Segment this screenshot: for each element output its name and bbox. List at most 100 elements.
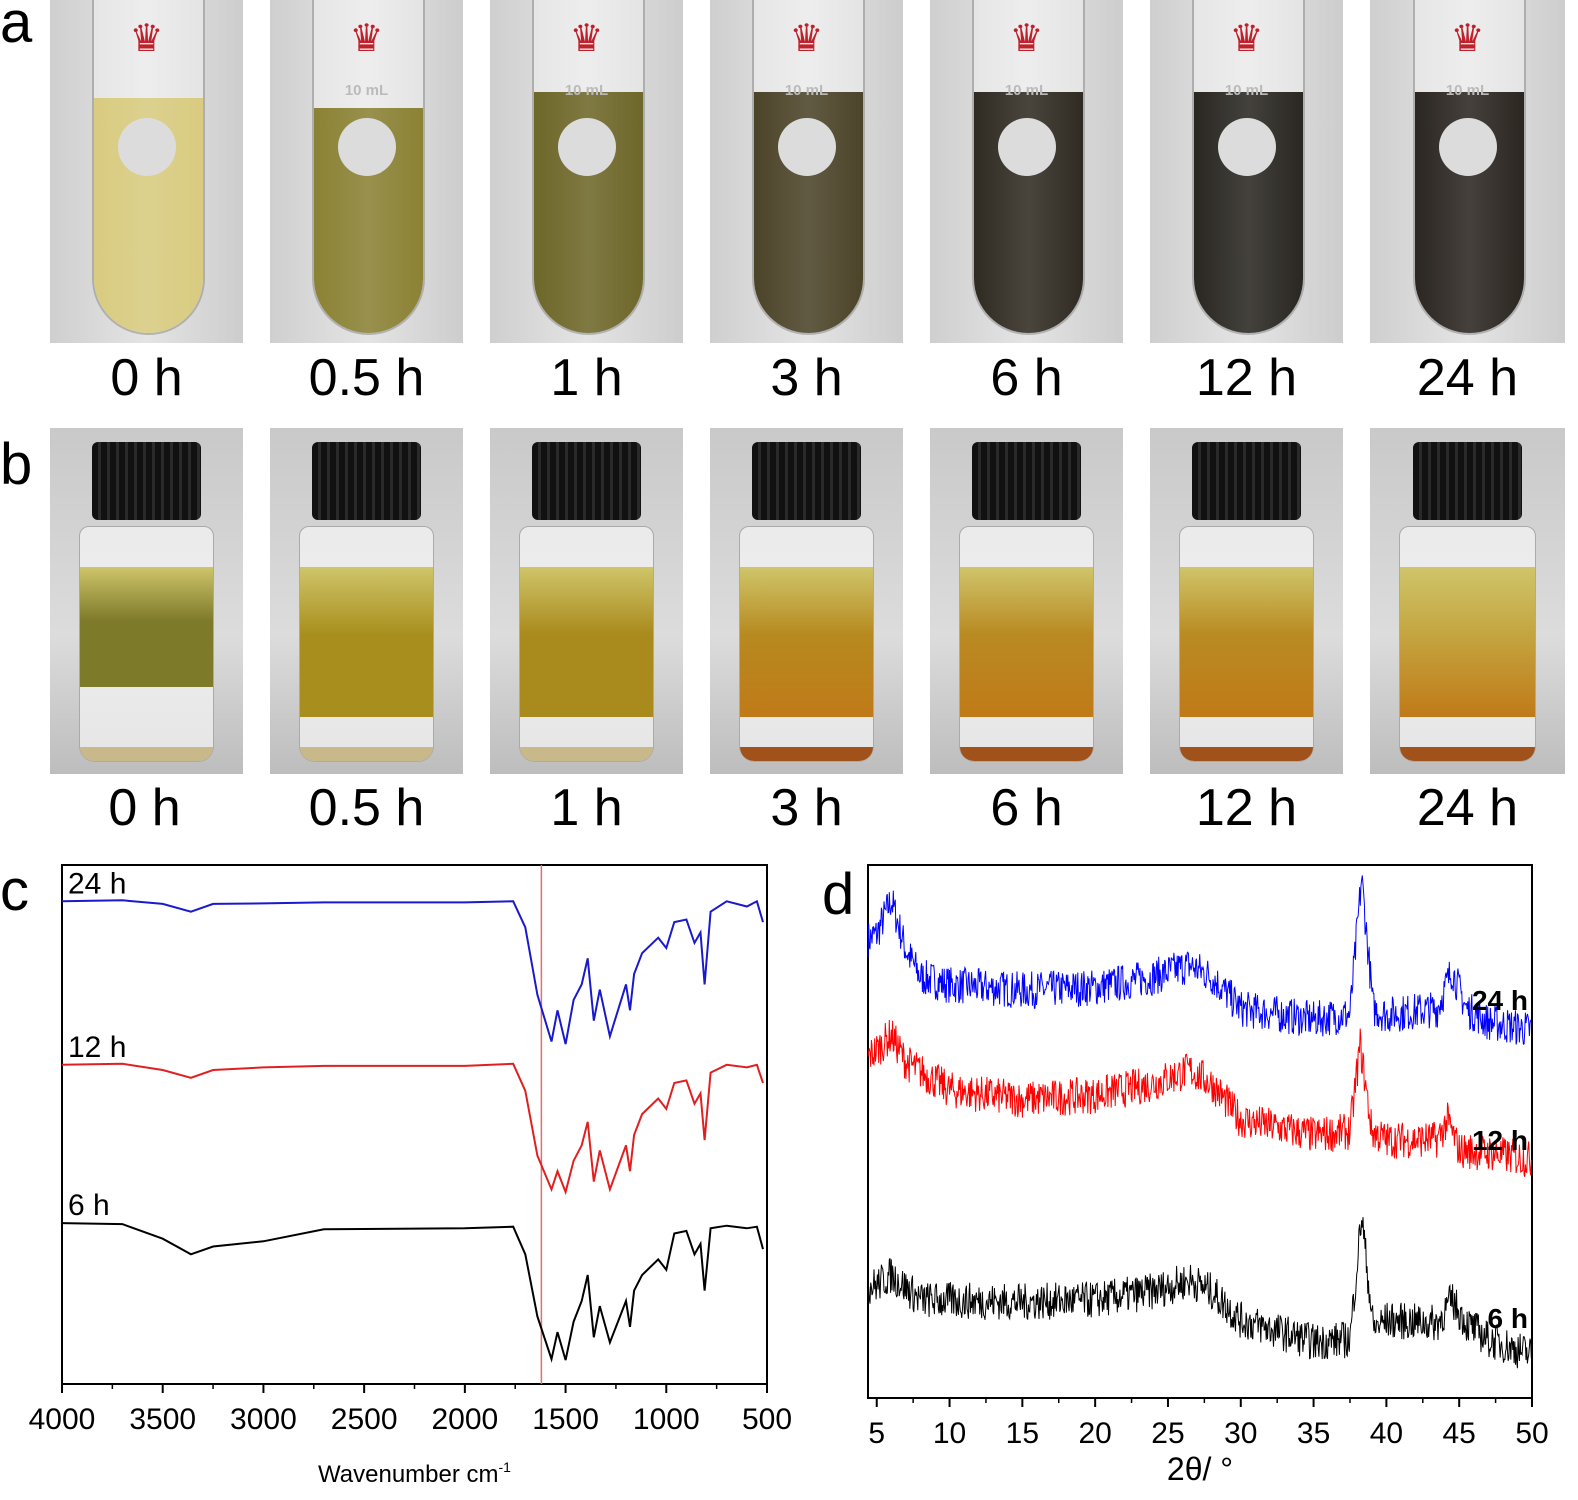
panel-label-b: b xyxy=(0,432,33,497)
vial xyxy=(78,442,215,762)
panel-label-a: a xyxy=(0,0,33,55)
x-tick-label: 2000 xyxy=(431,1403,498,1436)
vial-cap xyxy=(92,442,201,520)
volume-mark: 10 mL xyxy=(344,82,389,99)
tube-photo: ♛ 10 mL xyxy=(930,0,1123,343)
x-axis-label: 2θ/ ° xyxy=(1167,1451,1233,1487)
label-disc xyxy=(777,118,836,176)
vial xyxy=(1178,442,1315,762)
vial-photo xyxy=(50,428,243,774)
test-tube xyxy=(752,0,865,335)
volume-mark: 10 mL xyxy=(564,82,609,99)
tube-photo: ♛ 10 mL xyxy=(710,0,903,343)
vial-photo xyxy=(270,428,463,774)
bottom-sediment xyxy=(519,747,654,761)
tulip-logo-icon: ♛ xyxy=(349,18,384,60)
series-label: 6 h xyxy=(1488,1303,1528,1334)
label-disc xyxy=(1438,118,1497,176)
x-tick-label: 20 xyxy=(1078,1417,1111,1450)
tube-photo: ♛ 10 mL xyxy=(1150,0,1343,343)
series-line-12h xyxy=(61,1062,764,1196)
volume-mark: 10 mL xyxy=(1224,82,1269,99)
bottom-sediment xyxy=(1400,747,1535,761)
vial-cap xyxy=(1192,442,1301,520)
vial xyxy=(738,442,875,762)
x-tick-label: 1500 xyxy=(532,1403,599,1436)
time-label: 1 h xyxy=(550,349,623,407)
label-disc xyxy=(1217,118,1276,176)
series-label: 24 h xyxy=(68,867,126,900)
vial-glass xyxy=(1178,526,1315,762)
x-tick-label: 3500 xyxy=(129,1403,196,1436)
vial xyxy=(298,442,435,762)
label-disc xyxy=(337,118,396,176)
vial-cap xyxy=(312,442,421,520)
vial-cap xyxy=(972,442,1081,520)
time-label: 0 h xyxy=(108,779,181,837)
vial-cap xyxy=(752,442,861,520)
bottom-sediment xyxy=(1179,747,1314,761)
label-disc xyxy=(997,118,1056,176)
x-tick-label: 4000 xyxy=(29,1403,96,1436)
x-tick-label: 45 xyxy=(1443,1417,1476,1450)
panel-label-d: d xyxy=(822,862,855,927)
x-tick-label: 35 xyxy=(1297,1417,1330,1450)
series-line-6h xyxy=(867,1217,1532,1369)
x-tick-label: 40 xyxy=(1370,1417,1403,1450)
vial-cap xyxy=(532,442,641,520)
vial-glass xyxy=(738,526,875,762)
organic-layer xyxy=(299,567,434,717)
series-label: 6 h xyxy=(68,1189,110,1222)
label-disc xyxy=(557,118,616,176)
organic-layer xyxy=(1179,567,1314,717)
time-label: 24 h xyxy=(1416,779,1519,837)
vial-glass xyxy=(78,526,215,762)
time-label: 1 h xyxy=(550,779,623,837)
vial-glass xyxy=(518,526,655,762)
tube-photo: ♛ 10 mL xyxy=(270,0,463,343)
x-tick-label: 15 xyxy=(1006,1417,1039,1450)
tube-photo: ♛ 10 mL xyxy=(1370,0,1565,343)
x-tick-label: 1000 xyxy=(633,1403,700,1436)
organic-layer xyxy=(519,567,654,717)
vial xyxy=(958,442,1095,762)
time-label: 6 h xyxy=(990,349,1063,407)
test-tube xyxy=(92,0,205,335)
time-label: 0.5 h xyxy=(308,779,425,837)
x-tick-label: 30 xyxy=(1224,1417,1257,1450)
x-tick-label: 2500 xyxy=(331,1403,398,1436)
volume-mark: 10 mL xyxy=(784,82,829,99)
organic-layer xyxy=(1400,567,1535,717)
volume-mark: 10 mL xyxy=(1445,82,1490,99)
label-disc xyxy=(117,118,176,176)
vial-glass xyxy=(298,526,435,762)
bottom-sediment xyxy=(79,747,214,761)
tube-photo: ♛ 10 mL xyxy=(490,0,683,343)
x-tick-label: 3000 xyxy=(230,1403,297,1436)
volume-mark: 10 mL xyxy=(1004,82,1049,99)
time-label: 6 h xyxy=(990,779,1063,837)
x-tick-label: 50 xyxy=(1515,1417,1548,1450)
series-label: 12 h xyxy=(68,1031,126,1064)
x-tick-label: 25 xyxy=(1151,1417,1184,1450)
time-label: 0.5 h xyxy=(308,349,425,407)
series-line-12h xyxy=(867,1019,1532,1177)
x-axis-label-superscript: -1 xyxy=(499,1459,512,1475)
tulip-logo-icon: ♛ xyxy=(129,18,164,60)
vial xyxy=(1399,442,1536,762)
time-label: 24 h xyxy=(1416,349,1519,407)
tulip-logo-icon: ♛ xyxy=(789,18,824,60)
tulip-logo-icon: ♛ xyxy=(569,18,604,60)
x-tick-label: 500 xyxy=(742,1403,792,1436)
series-label: 12 h xyxy=(1472,1125,1528,1156)
plot-frame xyxy=(867,864,1533,1399)
organic-layer xyxy=(959,567,1094,717)
vial-glass xyxy=(958,526,1095,762)
vial-photo xyxy=(490,428,683,774)
bottom-sediment xyxy=(959,747,1094,761)
vial-glass xyxy=(1399,526,1536,762)
vial-photo xyxy=(1150,428,1343,774)
ftir-chart: 4000 3500 3000 2500 2000 1500 1000 500 Wavenumbe… xyxy=(29,864,792,1488)
series-label: 24 h xyxy=(1472,985,1528,1016)
series-line-6h xyxy=(61,1222,764,1363)
